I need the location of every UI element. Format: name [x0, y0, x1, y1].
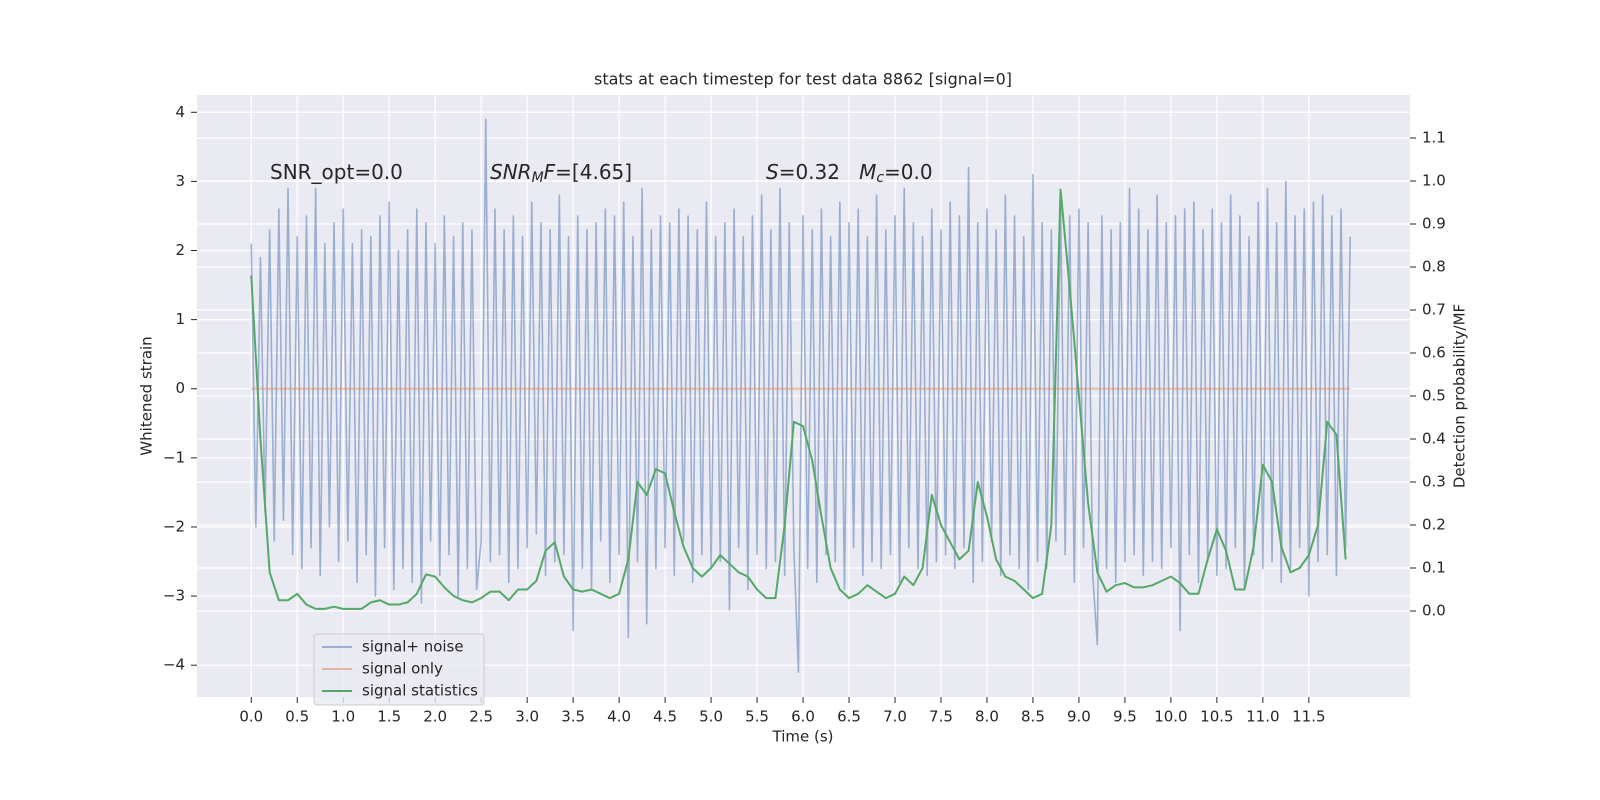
x-tick-label: 1.5: [377, 708, 401, 726]
y2-tick-label: 0.8: [1422, 258, 1446, 276]
x-tick-label: 5.0: [699, 708, 723, 726]
y2-tick-label: 0.9: [1422, 215, 1446, 233]
series-line: [250, 188, 1347, 610]
y-tick-label: −4: [163, 656, 185, 674]
x-tick-label: 2.5: [469, 708, 493, 726]
annotation: SNRMF=[4.65]: [490, 160, 632, 187]
x-tick-label: 0.5: [285, 708, 309, 726]
x-tick-label: 10.5: [1200, 708, 1233, 726]
annotation-part: =[4.65]: [555, 160, 632, 184]
x-tick-label: 8.0: [975, 708, 999, 726]
x-tick-label: 5.5: [745, 708, 769, 726]
x-tick-label: 9.0: [1067, 708, 1091, 726]
y2-tick-label: 0.7: [1422, 301, 1446, 319]
x-tick-label: 1.0: [331, 708, 355, 726]
annotation-part: M: [859, 160, 876, 184]
x-tick-label: 4.5: [653, 708, 677, 726]
x-tick-label: 6.5: [837, 708, 861, 726]
y2-tick-label: 0.0: [1422, 602, 1446, 620]
annotation-part: S: [766, 160, 779, 184]
annotation-part: =0.32: [779, 160, 859, 184]
x-tick-label: 11.5: [1292, 708, 1325, 726]
annotation-part: SNR_opt=0.0: [270, 160, 403, 184]
y2-tick-label: 0.4: [1422, 430, 1446, 448]
y2-tick-label: 1.1: [1422, 129, 1446, 147]
x-tick-label: 7.5: [929, 708, 953, 726]
marks: [250, 118, 1352, 673]
y2-tick-label: 1.0: [1422, 172, 1446, 190]
legend-label: signal+ noise: [362, 638, 464, 656]
y-tick-label: 1: [175, 310, 185, 328]
y2-axis-label: Detection probability/MF: [1451, 304, 1469, 488]
y-tick-label: 2: [175, 241, 185, 259]
x-tick-label: 8.5: [1021, 708, 1045, 726]
x-tick-label: 11.0: [1246, 708, 1279, 726]
y2-tick-label: 0.6: [1422, 344, 1446, 362]
x-axis-label: Time (s): [772, 728, 834, 746]
annotation-part: =0.0: [884, 160, 933, 184]
x-tick-label: 0.0: [239, 708, 263, 726]
y-tick-label: 0: [175, 379, 185, 397]
y2-tick-label: 0.1: [1422, 559, 1446, 577]
legend-label: signal statistics: [362, 682, 478, 700]
x-tick-label: 3.0: [515, 708, 539, 726]
chart-title: stats at each timestep for test data 886…: [594, 70, 1012, 89]
y-tick-label: 3: [175, 172, 185, 190]
y-axis-label: Whitened strain: [138, 336, 156, 455]
annotation-part: SNR: [490, 160, 532, 184]
annotation: SNR_opt=0.0: [270, 160, 403, 184]
y2-tick-label: 0.3: [1422, 473, 1446, 491]
annotation: S=0.32 Mc=0.0: [766, 160, 933, 187]
x-tick-label: 2.0: [423, 708, 447, 726]
series-line: [250, 118, 1352, 673]
legend-box: [313, 633, 485, 706]
annotation-part: M: [532, 170, 544, 186]
y2-tick-label: 0.2: [1422, 516, 1446, 534]
x-tick-label: 7.0: [883, 708, 907, 726]
y-tick-label: −2: [163, 517, 185, 535]
y2-tick-label: 0.5: [1422, 387, 1446, 405]
y-tick-label: 4: [175, 103, 185, 121]
x-tick-label: 3.5: [561, 708, 585, 726]
legend-label: signal only: [362, 660, 443, 678]
x-tick-label: 4.0: [607, 708, 631, 726]
x-tick-label: 6.0: [791, 708, 815, 726]
annotation-part: c: [876, 170, 884, 186]
annotation-part: F: [544, 160, 556, 184]
x-tick-label: 10.0: [1154, 708, 1187, 726]
y-tick-label: −1: [163, 448, 185, 466]
x-tick-label: 9.5: [1113, 708, 1137, 726]
y-tick-label: −3: [163, 587, 185, 605]
